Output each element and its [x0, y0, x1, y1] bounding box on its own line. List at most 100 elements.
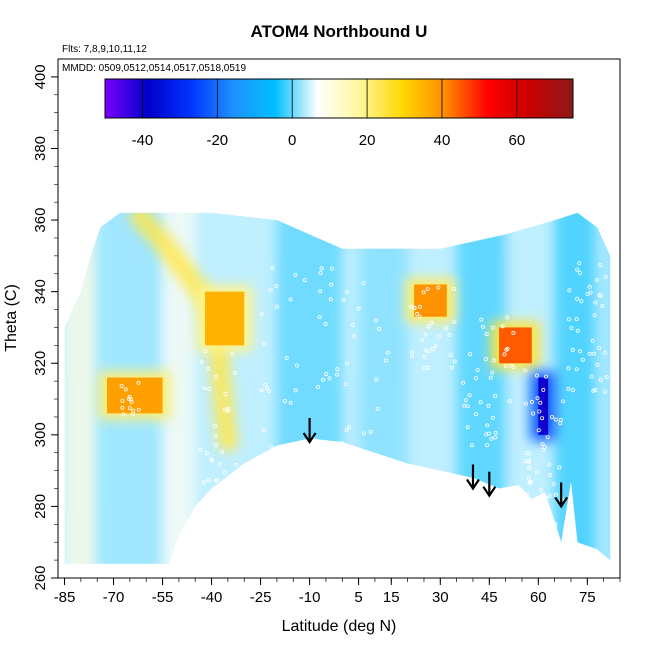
observation-point	[461, 380, 466, 385]
observation-point	[570, 347, 575, 352]
plot-frame	[57, 58, 621, 579]
observation-point	[410, 350, 415, 355]
observation-point	[577, 270, 582, 275]
observation-point	[225, 408, 230, 413]
observation-point	[547, 462, 552, 467]
observation-point	[321, 377, 326, 382]
observation-point	[214, 503, 219, 508]
x-tick-label: 60	[530, 589, 547, 606]
observation-point	[526, 475, 531, 480]
observation-point	[526, 459, 531, 464]
observation-point	[566, 386, 571, 391]
observation-point	[574, 367, 579, 372]
colorbar-gradient	[104, 78, 574, 119]
colorbar-tick-label: -20	[206, 132, 228, 149]
observation-point	[206, 478, 211, 483]
observation-point	[423, 332, 428, 337]
observation-point	[204, 451, 209, 456]
observation-point	[361, 431, 366, 436]
observation-point	[345, 361, 350, 366]
x-tick-label: -40	[201, 589, 223, 606]
observation-point	[383, 358, 388, 363]
observation-point	[490, 370, 495, 375]
arrow-marker	[554, 482, 569, 509]
x-tick-label: 45	[481, 589, 498, 606]
colorbar-tick-label: 60	[508, 132, 525, 149]
observation-point	[410, 354, 415, 359]
field-band	[597, 212, 611, 564]
observation-point	[269, 453, 274, 458]
observation-point	[591, 388, 596, 393]
observation-point	[375, 406, 380, 411]
jet-core	[538, 377, 549, 435]
observation-point	[575, 267, 580, 272]
observation-point	[593, 300, 598, 305]
observation-point	[319, 266, 324, 271]
observation-point	[222, 470, 227, 475]
observation-point	[329, 282, 334, 287]
observation-point	[588, 290, 593, 295]
observation-point	[467, 393, 472, 398]
observation-point	[415, 311, 420, 316]
observation-point	[259, 311, 264, 316]
x-axis: -85 -70 -55 -40 -25 -10 5 15 30 45 60 75	[54, 578, 621, 606]
observation-point	[553, 492, 558, 497]
observation-point	[344, 289, 349, 294]
observation-point	[356, 306, 361, 311]
observation-point	[540, 416, 545, 421]
y-tick-label: 300	[32, 422, 49, 447]
observation-point	[293, 272, 298, 277]
observation-point	[214, 478, 219, 483]
x-tick-label: -70	[103, 589, 125, 606]
observation-point	[213, 374, 218, 379]
y-tick-label: 380	[32, 136, 49, 161]
observation-point	[571, 388, 576, 393]
observation-point	[131, 408, 136, 413]
observation-point	[465, 404, 470, 409]
observation-point	[198, 447, 203, 452]
observation-point	[462, 403, 467, 408]
observation-point	[324, 372, 329, 377]
observation-point	[120, 398, 125, 403]
observation-point	[527, 465, 532, 470]
observation-point	[473, 376, 478, 381]
observation-point	[340, 441, 345, 446]
observation-point	[284, 355, 289, 360]
x-tick-label: -25	[250, 589, 272, 606]
observation-point	[538, 521, 543, 526]
observation-point	[374, 377, 379, 382]
observation-point	[280, 457, 285, 462]
observation-point	[531, 411, 536, 416]
observation-point	[578, 349, 583, 354]
observation-point	[408, 304, 413, 309]
observation-point	[544, 374, 549, 379]
observation-point	[503, 364, 508, 369]
observation-point	[201, 480, 206, 485]
observation-point	[535, 373, 540, 378]
observation-point	[511, 330, 516, 335]
observation-point	[433, 344, 438, 349]
observation-point	[233, 462, 238, 467]
observation-point	[136, 380, 141, 385]
observation-point	[417, 304, 422, 309]
observation-point	[218, 514, 223, 519]
observation-point	[535, 470, 540, 475]
observation-point	[212, 424, 217, 429]
observation-point	[597, 345, 602, 350]
observation-point	[493, 435, 498, 440]
y-tick-label: 320	[32, 351, 49, 376]
observation-point	[217, 461, 222, 466]
observation-point	[486, 403, 491, 408]
observation-point	[486, 431, 491, 436]
observation-point	[505, 315, 510, 320]
x-tick-label: 15	[383, 589, 400, 606]
x-tick-label: -10	[299, 589, 321, 606]
observation-point	[299, 453, 304, 458]
observation-point	[270, 266, 275, 271]
observation-point	[220, 449, 225, 454]
observation-point	[480, 324, 485, 329]
observation-point	[447, 332, 452, 337]
observation-point	[318, 289, 323, 294]
observation-point	[551, 481, 556, 486]
observation-point	[341, 297, 346, 302]
